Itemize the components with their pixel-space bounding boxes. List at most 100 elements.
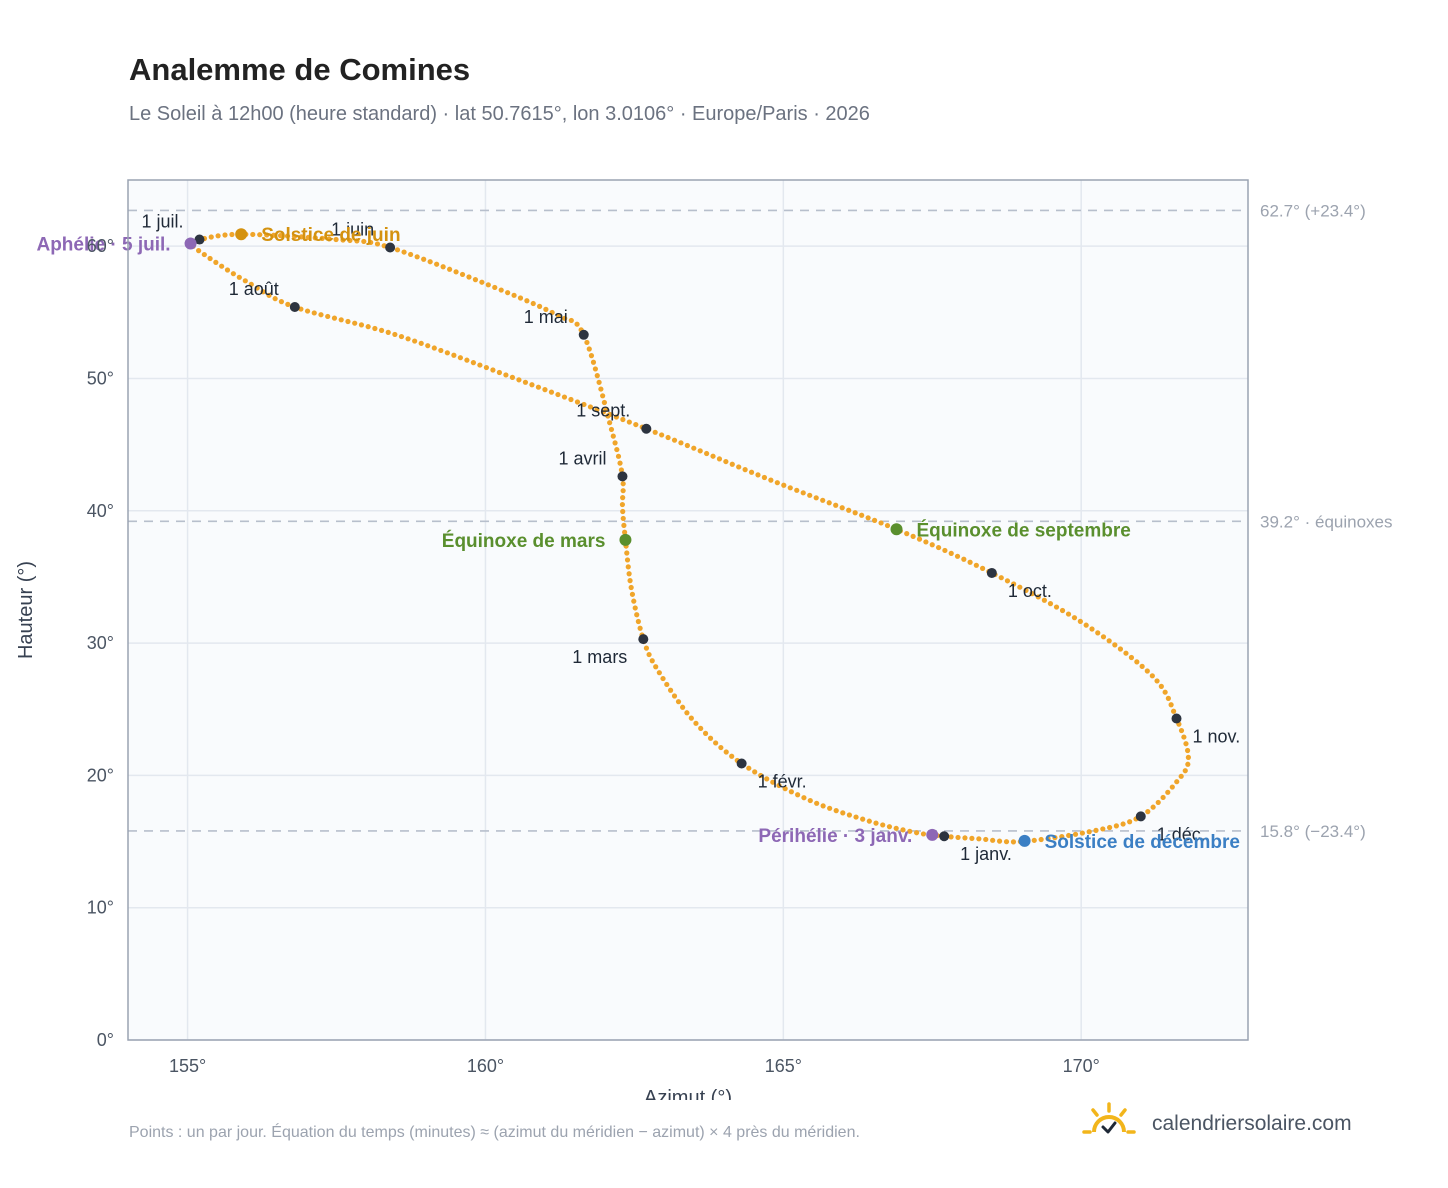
daily-sun-point xyxy=(581,401,587,408)
event-marker-label: Équinoxe de septembre xyxy=(917,519,1131,541)
x-axis-label: Azimut (°) xyxy=(644,1087,732,1100)
event-marker-label: Périhélie · 3 janv. xyxy=(758,826,912,847)
month-marker-dot xyxy=(385,242,396,253)
daily-sun-point xyxy=(607,420,613,426)
daily-sun-point xyxy=(697,448,703,454)
daily-sun-point xyxy=(617,460,623,466)
daily-sun-point xyxy=(340,237,346,243)
daily-sun-point xyxy=(607,411,613,418)
daily-sun-point xyxy=(418,340,424,346)
daily-sun-point xyxy=(967,559,973,565)
daily-sun-point xyxy=(846,812,853,818)
reference-line-label: 62.7° (+23.4°) xyxy=(1260,201,1366,220)
daily-sun-point xyxy=(729,753,735,759)
daily-sun-point xyxy=(509,374,516,380)
daily-sun-point xyxy=(1047,601,1054,607)
x-tick-label: 160° xyxy=(467,1056,504,1076)
brand-logo[interactable]: calendriersolaire.com xyxy=(1082,1102,1382,1146)
daily-sun-point xyxy=(904,531,910,537)
daily-sun-point xyxy=(543,306,549,312)
month-marker-dot xyxy=(1171,713,1182,724)
daily-sun-point xyxy=(702,730,709,736)
daily-sun-point xyxy=(457,355,463,361)
daily-sun-point xyxy=(1089,626,1095,632)
daily-sun-point xyxy=(787,485,793,491)
daily-sun-point xyxy=(688,715,694,721)
daily-sun-point xyxy=(761,474,768,481)
daily-sun-point xyxy=(1113,823,1119,829)
daily-sun-point xyxy=(627,578,633,584)
daily-sun-point xyxy=(1160,794,1166,801)
daily-sun-point xyxy=(990,837,996,843)
reference-line-label: 15.8° (−23.4°) xyxy=(1260,822,1366,841)
daily-sun-point xyxy=(801,795,807,801)
daily-sun-point xyxy=(920,831,927,837)
daily-sun-point xyxy=(600,393,606,399)
x-tick-label: 170° xyxy=(1063,1056,1100,1076)
daily-sun-point xyxy=(248,281,254,287)
daily-sun-point xyxy=(615,453,622,459)
daily-sun-point xyxy=(311,310,317,316)
daily-sun-point xyxy=(1031,837,1037,843)
event-marker-label: Solstice de juin xyxy=(261,225,400,246)
daily-sun-point xyxy=(675,699,682,705)
daily-sun-point xyxy=(472,277,479,283)
daily-sun-point xyxy=(998,575,1004,581)
daily-sun-point xyxy=(979,565,986,571)
daily-sun-point xyxy=(770,779,776,785)
daily-sun-point xyxy=(1183,741,1189,747)
daily-sun-point xyxy=(319,235,325,241)
daily-sun-point xyxy=(594,373,600,379)
chart-subtitle: Le Soleil à 12h00 (heure standard) · lat… xyxy=(129,103,870,125)
daily-sun-point xyxy=(619,501,626,508)
daily-sun-point xyxy=(631,598,637,604)
daily-sun-point xyxy=(664,681,670,688)
x-axis-ticks: 155° 160° 165° 170° xyxy=(169,1056,1100,1076)
month-marker-label: 1 août xyxy=(229,279,279,299)
daily-sun-point xyxy=(1072,831,1079,837)
daily-sun-point xyxy=(1149,673,1155,679)
month-marker-dot xyxy=(1135,811,1146,822)
month-marker-dot xyxy=(986,567,997,578)
brand-name[interactable]: calendriersolaire.com xyxy=(1152,1112,1352,1135)
daily-sun-point xyxy=(414,254,420,260)
daily-sun-point xyxy=(503,372,509,378)
month-marker-label: 1 févr. xyxy=(758,771,807,791)
event-marker-dot xyxy=(235,228,248,241)
daily-sun-point xyxy=(671,437,678,443)
daily-sun-point xyxy=(561,394,568,400)
daily-sun-point xyxy=(886,824,893,830)
daily-sun-point xyxy=(776,782,782,789)
month-marker-label: 1 juil. xyxy=(141,212,183,232)
event-marker-dot xyxy=(1018,834,1031,847)
daily-sun-point xyxy=(827,805,833,811)
daily-sun-point xyxy=(574,321,580,327)
analemma-chart: 62.7° (+23.4°) 39.2° · équinoxes 15.8° (−2… xyxy=(15,179,1393,1100)
daily-sun-point xyxy=(637,625,643,631)
daily-sun-point xyxy=(1065,611,1072,617)
daily-sun-point xyxy=(213,259,219,265)
daily-sun-point xyxy=(347,237,353,244)
daily-sun-point xyxy=(635,618,641,625)
daily-sun-point xyxy=(907,828,913,834)
daily-sun-point xyxy=(325,313,331,320)
daily-sun-point xyxy=(620,481,626,487)
daily-sun-point xyxy=(530,300,536,307)
daily-sun-point xyxy=(1100,826,1106,832)
daily-sun-point xyxy=(820,497,826,503)
sun-check-icon xyxy=(1082,1102,1136,1134)
daily-sun-point xyxy=(385,329,391,335)
daily-sun-point xyxy=(704,450,710,457)
event-marker-dot xyxy=(926,828,939,841)
daily-sun-point xyxy=(1059,607,1066,614)
daily-sun-point xyxy=(962,835,968,841)
daily-sun-point xyxy=(969,835,975,841)
daily-sun-point xyxy=(451,352,457,358)
daily-sun-point xyxy=(878,520,884,526)
daily-sun-point xyxy=(522,379,529,385)
daily-sun-point xyxy=(1128,654,1135,661)
daily-sun-point xyxy=(626,571,632,577)
daily-sun-point xyxy=(535,384,542,390)
daily-sun-point xyxy=(656,670,662,676)
daily-sun-point xyxy=(948,834,954,840)
